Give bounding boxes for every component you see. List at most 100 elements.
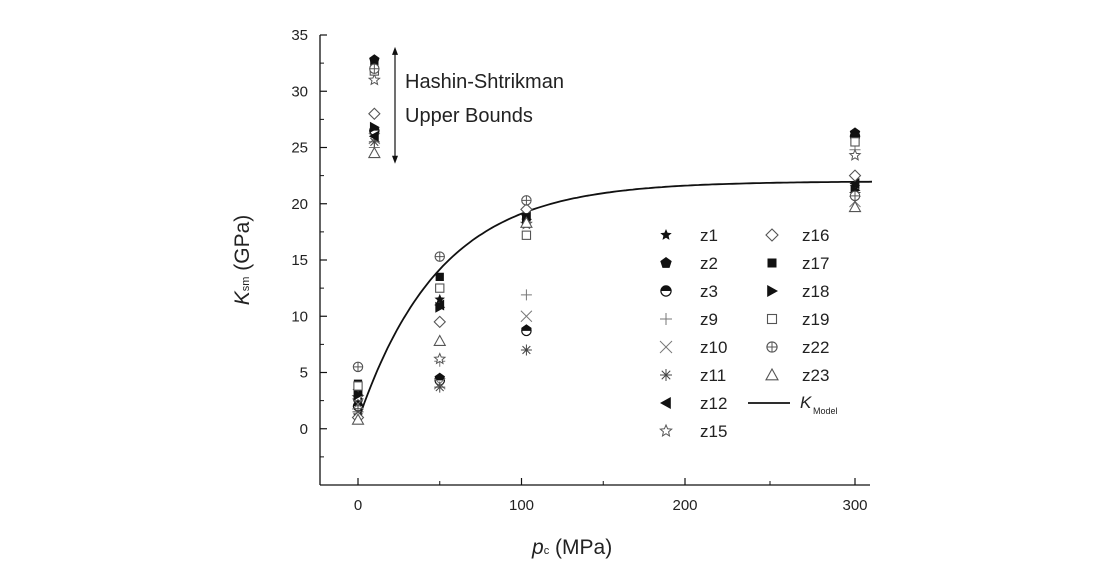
marker-shape bbox=[433, 352, 447, 365]
marker-d2 bbox=[659, 340, 673, 354]
data-point-z23 bbox=[367, 146, 381, 159]
legend-marker-z9 bbox=[660, 313, 672, 325]
y-axis-subscript: sm bbox=[240, 276, 252, 292]
marker-shape bbox=[369, 121, 380, 133]
marker-fill bbox=[435, 375, 445, 381]
y-tick-label: 25 bbox=[291, 140, 308, 157]
data-point-z19 bbox=[521, 230, 532, 240]
axes bbox=[319, 35, 870, 486]
data-point-z22 bbox=[369, 63, 380, 74]
legend-marker-z23 bbox=[765, 367, 779, 381]
data-points bbox=[351, 54, 862, 425]
marker-shape bbox=[521, 230, 532, 240]
legend-marker-z18 bbox=[767, 285, 778, 297]
marker-d2 bbox=[352, 398, 364, 410]
model-curve-line bbox=[357, 180, 873, 422]
tick-labels: 0 100 200 300 0 5 10 15 20 25 30 35 bbox=[291, 27, 867, 514]
data-point-z3 bbox=[521, 325, 532, 337]
marker-shape bbox=[659, 423, 673, 437]
y-tick-label: 10 bbox=[291, 308, 308, 325]
data-point-z16 bbox=[848, 169, 862, 182]
legend-marker-z10 bbox=[659, 340, 673, 354]
legend-label-z23: z23 bbox=[802, 366, 829, 385]
legend-label-z15: z15 bbox=[700, 422, 727, 441]
marker-fill bbox=[660, 285, 672, 291]
data-point-z11 bbox=[434, 381, 446, 393]
marker-shape bbox=[353, 389, 364, 401]
marker-shape bbox=[368, 130, 379, 142]
marker-shape bbox=[435, 272, 444, 281]
marker-shape bbox=[766, 313, 778, 325]
marker-d2 bbox=[520, 310, 533, 323]
legend-marker-z1 bbox=[660, 229, 672, 240]
marker-shape bbox=[433, 315, 447, 329]
legend-label-z18: z18 bbox=[802, 282, 829, 301]
data-point-z12 bbox=[368, 130, 379, 142]
marker-shape bbox=[848, 148, 862, 161]
marker-spoke bbox=[435, 382, 444, 392]
legend-marker-z15 bbox=[659, 423, 673, 437]
y-tick-label: 30 bbox=[291, 83, 308, 100]
marker-shape bbox=[370, 59, 379, 68]
legend-marker-z22 bbox=[766, 341, 778, 353]
marker-shape bbox=[850, 132, 860, 141]
y-axis-unit: (GPa) bbox=[231, 214, 254, 271]
legend-label-z16: z16 bbox=[802, 226, 829, 245]
x-axis-subscript: c bbox=[543, 545, 550, 557]
data-point-z10 bbox=[520, 310, 533, 323]
data-point-z10 bbox=[352, 398, 364, 410]
marker-shape bbox=[765, 367, 779, 381]
hs-label-line1: Hashin-Shtrikman bbox=[405, 71, 564, 93]
data-point-z3 bbox=[434, 375, 446, 386]
marker-shape bbox=[519, 216, 533, 228]
legend-label-z22: z22 bbox=[802, 338, 829, 357]
marker-shape bbox=[849, 178, 860, 189]
data-point-z17 bbox=[850, 132, 860, 141]
legend-marker-z19 bbox=[766, 313, 778, 325]
tick-marks bbox=[320, 34, 856, 485]
x-axis-symbol: p bbox=[532, 536, 544, 559]
marker-shape bbox=[435, 283, 445, 293]
model-curve bbox=[357, 180, 873, 422]
data-point-z17 bbox=[370, 59, 379, 68]
x-axis-title: pc (MPa) bbox=[532, 536, 612, 560]
x-tick-label: 100 bbox=[509, 497, 534, 514]
legend-label-z17: z17 bbox=[802, 254, 829, 273]
y-axis-title: Ksm (GPa) bbox=[231, 200, 255, 320]
legend-marker-z2 bbox=[660, 257, 672, 268]
data-point-z11 bbox=[520, 344, 532, 356]
y-tick-label: 20 bbox=[291, 196, 308, 213]
data-point-z18 bbox=[435, 301, 446, 313]
data-point-z22 bbox=[434, 251, 445, 262]
y-axis-symbol: K bbox=[231, 291, 254, 306]
legend-marker-z16 bbox=[765, 228, 779, 242]
marker-spoke bbox=[661, 370, 671, 380]
y-tick-label: 0 bbox=[300, 421, 308, 438]
data-point-z22 bbox=[352, 361, 364, 373]
data-point-z15 bbox=[848, 148, 862, 161]
legend-label-z3: z3 bbox=[700, 282, 718, 301]
legend-marker-z11 bbox=[660, 369, 672, 381]
legend-label-z10: z10 bbox=[700, 338, 727, 357]
y-tick-label: 15 bbox=[291, 252, 308, 269]
marker-shape bbox=[767, 258, 777, 268]
data-point-z17 bbox=[435, 272, 444, 281]
marker-spoke bbox=[522, 345, 531, 355]
marker-shape bbox=[848, 169, 862, 182]
y-tick-label: 5 bbox=[300, 365, 308, 382]
hs-arrow-head-bottom bbox=[392, 155, 398, 164]
data-point-z23 bbox=[433, 334, 447, 346]
marker-shape bbox=[660, 397, 671, 409]
x-tick-label: 0 bbox=[354, 497, 362, 514]
legend: z1 z2 z3 z9 z10 z11 z12 z15 z16 z17 z18 z19 z22 z23 K M… bbox=[659, 226, 838, 441]
marker-shape bbox=[353, 381, 363, 391]
y-tick-label: 35 bbox=[291, 27, 308, 44]
marker-shape bbox=[660, 257, 672, 268]
marker-shape bbox=[848, 200, 862, 213]
data-point-z23 bbox=[519, 216, 533, 228]
data-point-z9 bbox=[520, 289, 532, 301]
data-point-z18 bbox=[353, 389, 364, 401]
data-point-z22 bbox=[521, 195, 532, 206]
data-point-z23 bbox=[351, 413, 365, 425]
